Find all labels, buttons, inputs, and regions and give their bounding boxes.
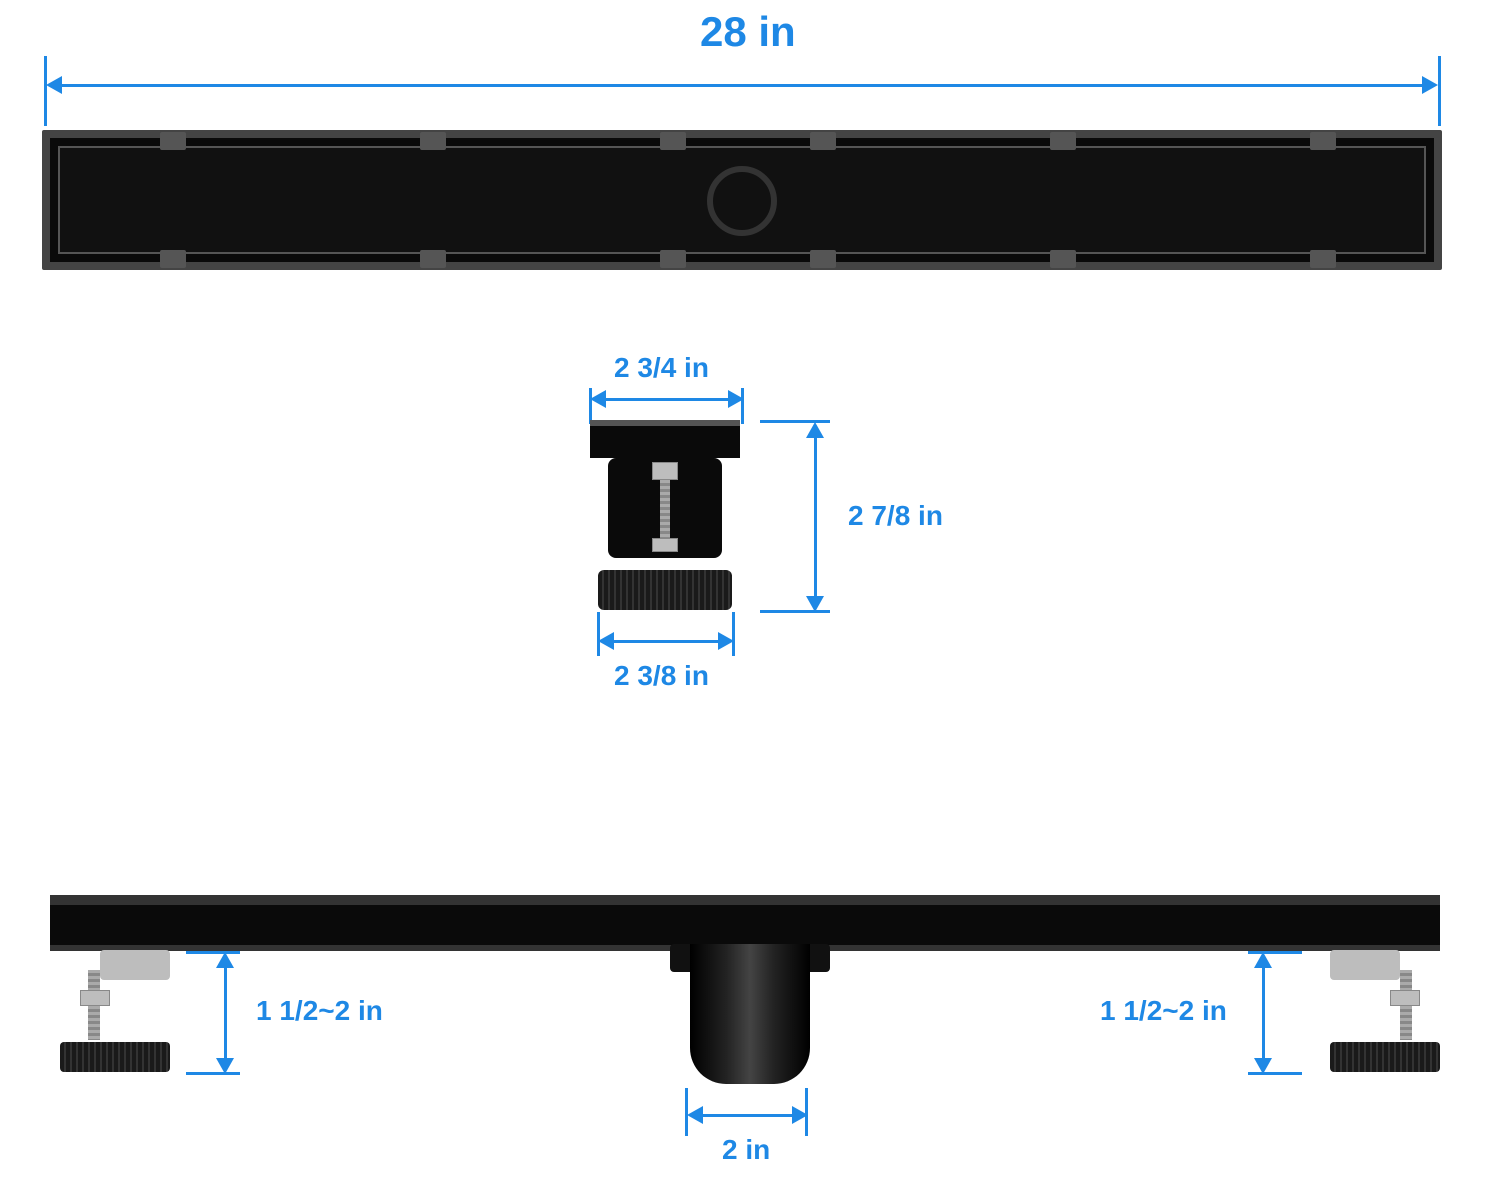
foot-bolt-shaft	[660, 480, 670, 540]
leveling-foot-detail	[580, 420, 750, 620]
foot-pad	[1330, 1042, 1440, 1072]
dim-overall-arrow-r	[1422, 76, 1438, 94]
drain-tab	[660, 132, 686, 150]
foot-bracket	[1330, 950, 1400, 980]
dim-foot-h-line	[814, 434, 817, 598]
dim-outlet-arrow-l	[687, 1106, 703, 1124]
dim-foot-h-arrow-u	[806, 422, 824, 438]
dim-foot-bot-arrow-l	[598, 632, 614, 650]
drain-side-view	[50, 895, 1440, 951]
dim-foot-top-width-label: 2 3/4 in	[614, 352, 709, 384]
drain-tab	[660, 250, 686, 268]
foot-nut	[1390, 990, 1420, 1006]
foot-bracket	[100, 950, 170, 980]
dim-foot-top-line	[602, 398, 730, 401]
foot-nut	[652, 538, 678, 552]
drain-tab	[1050, 132, 1076, 150]
drain-tab	[1310, 250, 1336, 268]
drain-tab	[810, 132, 836, 150]
dim-leg-r-line	[1262, 964, 1265, 1060]
dim-foot-h-arrow-d	[806, 596, 824, 612]
dim-leg-l-arrow-d	[216, 1058, 234, 1074]
drain-top-outlet-hole	[707, 166, 777, 236]
drain-outlet-pipe	[690, 944, 810, 1084]
foot-base	[598, 570, 732, 610]
dim-leg-left-label: 1 1/2~2 in	[256, 995, 383, 1027]
foot-pad	[60, 1042, 170, 1072]
drain-tab	[1310, 132, 1336, 150]
drain-tab	[1050, 250, 1076, 268]
dim-leg-r-arrow-u	[1254, 952, 1272, 968]
leveling-foot-left	[60, 950, 180, 1080]
foot-cap	[590, 420, 740, 458]
drain-tab	[810, 250, 836, 268]
leveling-foot-right	[1320, 950, 1440, 1080]
drain-top-view	[42, 130, 1442, 270]
dim-leg-l-arrow-u	[216, 952, 234, 968]
dim-overall-line	[60, 84, 1424, 87]
dim-overall-width-label: 28 in	[700, 8, 796, 56]
dim-overall-ext-right	[1438, 56, 1441, 126]
dim-outlet-line	[700, 1114, 794, 1117]
drain-tab	[420, 250, 446, 268]
dim-foot-bot-arrow-r	[718, 632, 734, 650]
drain-tab	[160, 250, 186, 268]
dim-foot-base-width-label: 2 3/8 in	[614, 660, 709, 692]
drain-tab	[160, 132, 186, 150]
dim-leg-l-line	[224, 964, 227, 1060]
dim-outlet-arrow-r	[792, 1106, 808, 1124]
dim-foot-bot-line	[610, 640, 720, 643]
dim-foot-top-arrow-l	[590, 390, 606, 408]
dim-leg-r-arrow-d	[1254, 1058, 1272, 1074]
drain-tab	[420, 132, 446, 150]
dim-leg-right-label: 1 1/2~2 in	[1100, 995, 1227, 1027]
foot-bolt-head	[652, 462, 678, 480]
dim-foot-top-arrow-r	[728, 390, 744, 408]
dim-foot-height-label: 2 7/8 in	[848, 500, 943, 532]
dim-overall-arrow-l	[46, 76, 62, 94]
dim-outlet-label: 2 in	[722, 1134, 770, 1166]
foot-nut	[80, 990, 110, 1006]
